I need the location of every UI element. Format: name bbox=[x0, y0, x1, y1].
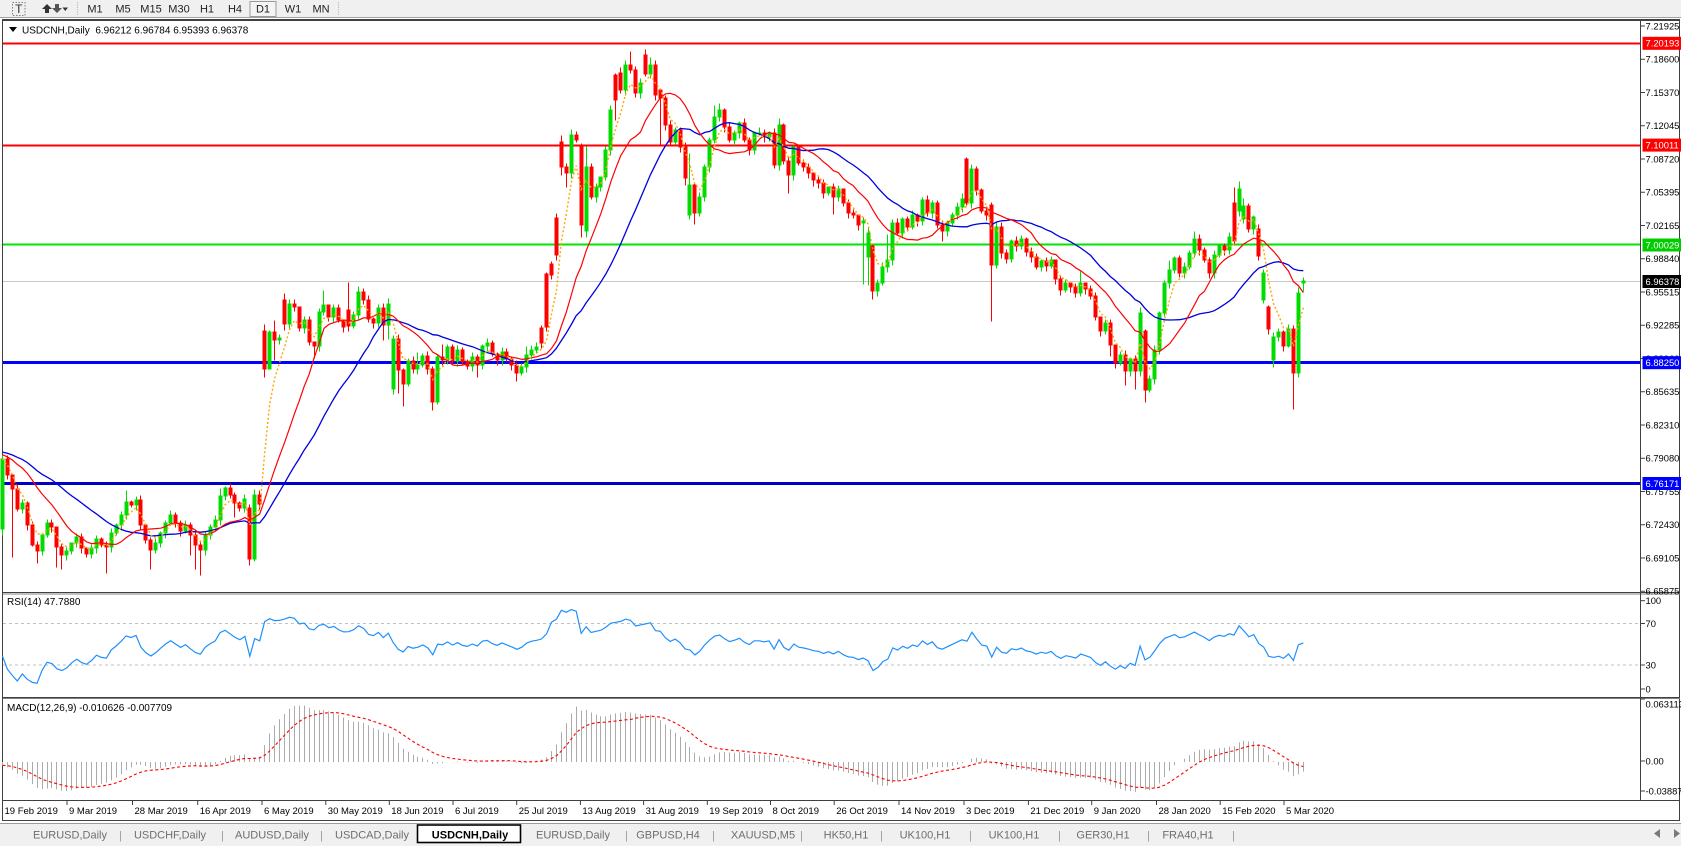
svg-text:28 Jan 2020: 28 Jan 2020 bbox=[1159, 806, 1211, 817]
svg-text:USDCHF,Daily: USDCHF,Daily bbox=[134, 830, 207, 842]
svg-text:14 Nov 2019: 14 Nov 2019 bbox=[901, 806, 955, 817]
svg-text:6.92285: 6.92285 bbox=[1646, 320, 1680, 331]
svg-text:UK100,H1: UK100,H1 bbox=[900, 830, 951, 842]
svg-text:30: 30 bbox=[1646, 659, 1656, 670]
svg-text:7.20193: 7.20193 bbox=[1646, 38, 1680, 49]
svg-text:6.82310: 6.82310 bbox=[1646, 419, 1680, 430]
svg-text:|: | bbox=[800, 830, 803, 842]
svg-text:|: | bbox=[1147, 830, 1150, 842]
svg-text:UK100,H1: UK100,H1 bbox=[989, 830, 1040, 842]
svg-text:3 Dec 2019: 3 Dec 2019 bbox=[966, 806, 1015, 817]
svg-text:7.15370: 7.15370 bbox=[1646, 87, 1680, 98]
svg-text:6.95515: 6.95515 bbox=[1646, 286, 1680, 297]
svg-text:M1: M1 bbox=[87, 4, 102, 16]
svg-text:AUDUSD,Daily: AUDUSD,Daily bbox=[235, 830, 309, 842]
svg-text:19 Feb 2019: 19 Feb 2019 bbox=[5, 806, 58, 817]
svg-text:GER30,H1: GER30,H1 bbox=[1076, 830, 1129, 842]
svg-text:GBPUSD,H4: GBPUSD,H4 bbox=[636, 830, 700, 842]
svg-text:RSI(14) 47.7880: RSI(14) 47.7880 bbox=[7, 597, 81, 608]
svg-text:7.05395: 7.05395 bbox=[1646, 187, 1680, 198]
svg-text:|: | bbox=[221, 830, 224, 842]
svg-text:7.00029: 7.00029 bbox=[1646, 239, 1680, 250]
svg-text:7.21925: 7.21925 bbox=[1646, 20, 1680, 31]
svg-text:0: 0 bbox=[1646, 683, 1651, 694]
svg-text:26 Oct 2019: 26 Oct 2019 bbox=[836, 806, 888, 817]
svg-text:7.02165: 7.02165 bbox=[1646, 220, 1680, 231]
svg-text:M30: M30 bbox=[168, 4, 189, 16]
svg-text:7.12045: 7.12045 bbox=[1646, 120, 1680, 131]
svg-text:|: | bbox=[969, 830, 972, 842]
svg-text:6.98840: 6.98840 bbox=[1646, 253, 1680, 264]
svg-text:6.76171: 6.76171 bbox=[1646, 478, 1680, 489]
svg-text:28 Mar 2019: 28 Mar 2019 bbox=[135, 806, 188, 817]
svg-text:W1: W1 bbox=[285, 4, 302, 16]
svg-text:8 Oct 2019: 8 Oct 2019 bbox=[773, 806, 819, 817]
svg-text:XAUUSD,M5: XAUUSD,M5 bbox=[731, 830, 795, 842]
svg-text:6.75755: 6.75755 bbox=[1646, 486, 1680, 497]
svg-text:0.063113: 0.063113 bbox=[1646, 698, 1681, 709]
svg-text:-0.03887: -0.03887 bbox=[1646, 785, 1681, 796]
svg-text:MACD(12,26,9) -0.010626 -0.007: MACD(12,26,9) -0.010626 -0.007709 bbox=[7, 703, 173, 714]
svg-text:|: | bbox=[880, 830, 883, 842]
svg-text:5 Mar 2020: 5 Mar 2020 bbox=[1286, 806, 1334, 817]
svg-text:M15: M15 bbox=[140, 4, 161, 16]
svg-text:7.10011: 7.10011 bbox=[1646, 140, 1679, 151]
svg-text:100: 100 bbox=[1646, 595, 1662, 606]
svg-text:D1: D1 bbox=[256, 4, 270, 16]
svg-text:FRA40,H1: FRA40,H1 bbox=[1162, 830, 1213, 842]
svg-text:6.65875: 6.65875 bbox=[1646, 586, 1680, 597]
svg-text:MN: MN bbox=[312, 4, 329, 16]
svg-text:6.85635: 6.85635 bbox=[1646, 386, 1680, 397]
svg-text:9 Mar 2019: 9 Mar 2019 bbox=[69, 806, 117, 817]
svg-text:0.00: 0.00 bbox=[1646, 755, 1664, 766]
svg-text:70: 70 bbox=[1646, 618, 1656, 629]
svg-text:6.69105: 6.69105 bbox=[1646, 552, 1680, 563]
svg-text:USDCAD,Daily: USDCAD,Daily bbox=[335, 830, 409, 842]
svg-text:13 Aug 2019: 13 Aug 2019 bbox=[582, 806, 635, 817]
svg-text:EURUSD,Daily: EURUSD,Daily bbox=[33, 830, 107, 842]
svg-text:6 May 2019: 6 May 2019 bbox=[264, 806, 314, 817]
svg-text:6.96378: 6.96378 bbox=[1646, 276, 1680, 287]
svg-text:USDCNH,Daily 6.96212 6.96784: USDCNH,Daily 6.96212 6.96784 6.95393 6.9… bbox=[22, 26, 249, 37]
svg-text:6 Jul 2019: 6 Jul 2019 bbox=[455, 806, 499, 817]
svg-text:7.08720: 7.08720 bbox=[1646, 153, 1680, 164]
svg-text:|: | bbox=[320, 830, 323, 842]
svg-text:H4: H4 bbox=[228, 4, 242, 16]
svg-text:EURUSD,Daily: EURUSD,Daily bbox=[536, 830, 610, 842]
svg-text:21 Dec 2019: 21 Dec 2019 bbox=[1030, 806, 1084, 817]
svg-text:16 Apr 2019: 16 Apr 2019 bbox=[200, 806, 251, 817]
svg-text:|: | bbox=[712, 830, 715, 842]
svg-text:6.72430: 6.72430 bbox=[1646, 519, 1680, 530]
svg-text:|: | bbox=[1232, 830, 1235, 842]
svg-text:|: | bbox=[625, 830, 628, 842]
svg-text:6.79080: 6.79080 bbox=[1646, 453, 1680, 464]
svg-text:30 May 2019: 30 May 2019 bbox=[328, 806, 383, 817]
svg-text:|: | bbox=[119, 830, 122, 842]
svg-text:9 Jan 2020: 9 Jan 2020 bbox=[1094, 806, 1141, 817]
svg-text:7.18600: 7.18600 bbox=[1646, 54, 1680, 65]
svg-text:USDCNH,Daily: USDCNH,Daily bbox=[432, 830, 509, 842]
svg-text:19 Sep 2019: 19 Sep 2019 bbox=[709, 806, 763, 817]
svg-text:T: T bbox=[15, 2, 23, 16]
svg-text:15 Feb 2020: 15 Feb 2020 bbox=[1222, 806, 1275, 817]
svg-text:|: | bbox=[1058, 830, 1061, 842]
svg-text:18 Jun 2019: 18 Jun 2019 bbox=[391, 806, 443, 817]
svg-text:31 Aug 2019: 31 Aug 2019 bbox=[646, 806, 699, 817]
svg-text:HK50,H1: HK50,H1 bbox=[824, 830, 869, 842]
svg-text:6.88250: 6.88250 bbox=[1646, 357, 1680, 368]
svg-text:M5: M5 bbox=[115, 4, 130, 16]
svg-text:25 Jul 2019: 25 Jul 2019 bbox=[519, 806, 568, 817]
svg-text:H1: H1 bbox=[200, 4, 214, 16]
